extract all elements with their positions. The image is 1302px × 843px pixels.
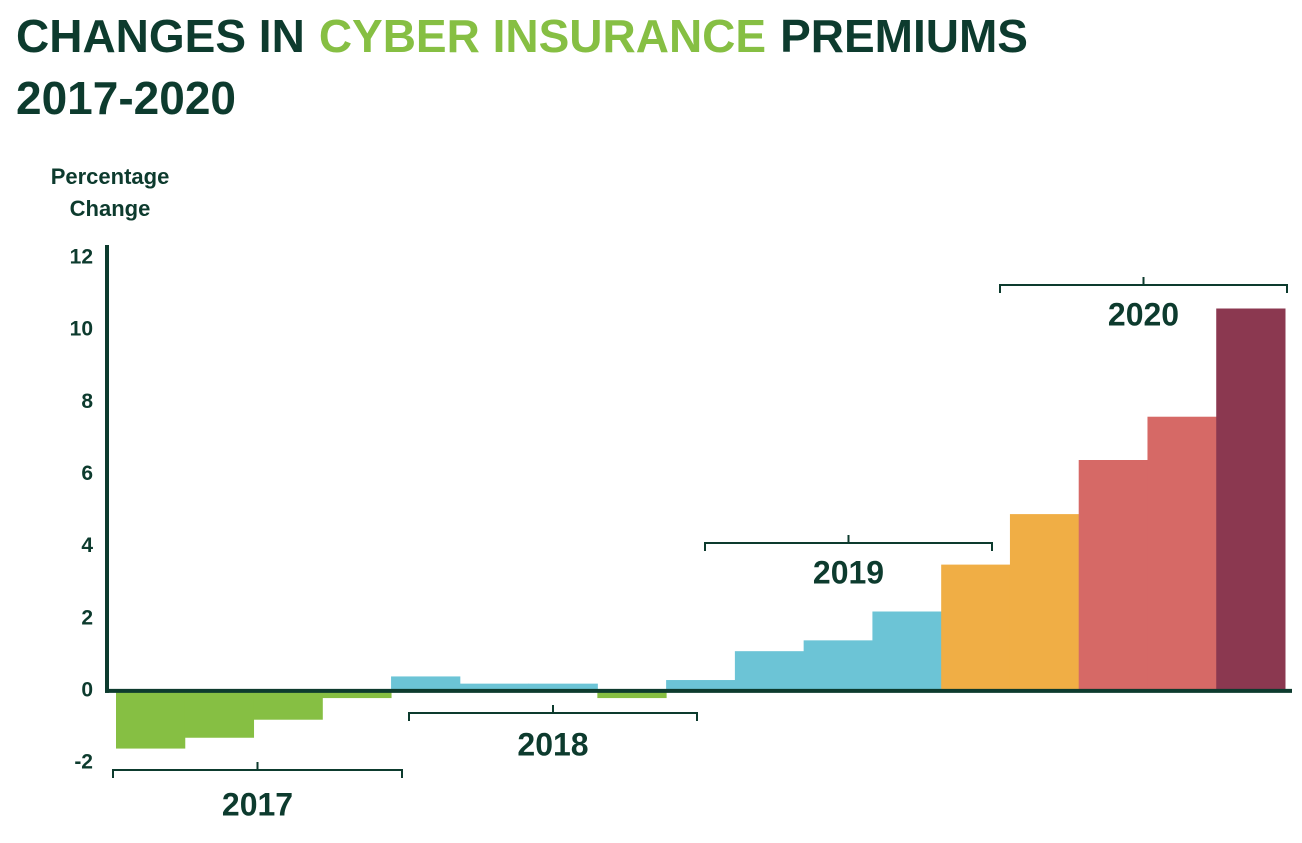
bar (459, 683, 530, 691)
bar (391, 676, 461, 691)
bar (322, 690, 392, 699)
y-axis-label: Percentage (51, 164, 170, 189)
bar (941, 564, 1011, 691)
y-tick-label: 8 (81, 390, 93, 413)
year-label: 2020 (1108, 296, 1179, 332)
y-axis-label: Change (70, 196, 151, 221)
year-bracket (408, 705, 698, 721)
y-tick-label: 0 (81, 678, 93, 701)
y-tick-label: 4 (81, 534, 93, 557)
y-tick-label: 10 (70, 318, 93, 341)
bar (1147, 416, 1217, 691)
bar (597, 690, 667, 699)
y-tick-label: -2 (74, 751, 93, 774)
chart-title-line2: 2017-2020 (16, 72, 236, 124)
year-label: 2018 (517, 726, 588, 762)
title-after: PREMIUMS (780, 10, 1028, 62)
bar (734, 651, 805, 691)
bar (253, 690, 323, 720)
bar (116, 690, 186, 749)
year-label: 2017 (222, 786, 293, 822)
year-bracket (112, 762, 403, 778)
year-bracket (704, 535, 993, 551)
y-tick-label: 6 (81, 462, 93, 485)
y-tick-label: 12 (70, 246, 93, 269)
bar (872, 611, 942, 691)
bar (666, 680, 736, 691)
title-before: CHANGES IN (16, 10, 305, 62)
bar (1216, 308, 1286, 691)
year-label: 2019 (813, 554, 884, 590)
bar (1009, 514, 1080, 691)
chart-title: CHANGES IN CYBER INSURANCE PREMIUMS (16, 10, 1028, 62)
bar (184, 690, 255, 738)
y-tick-label: 2 (81, 606, 93, 629)
title-highlight: CYBER INSURANCE (319, 10, 766, 62)
bar (1078, 460, 1148, 691)
year-bracket (999, 277, 1288, 293)
bar (528, 683, 598, 691)
bar (803, 640, 873, 691)
